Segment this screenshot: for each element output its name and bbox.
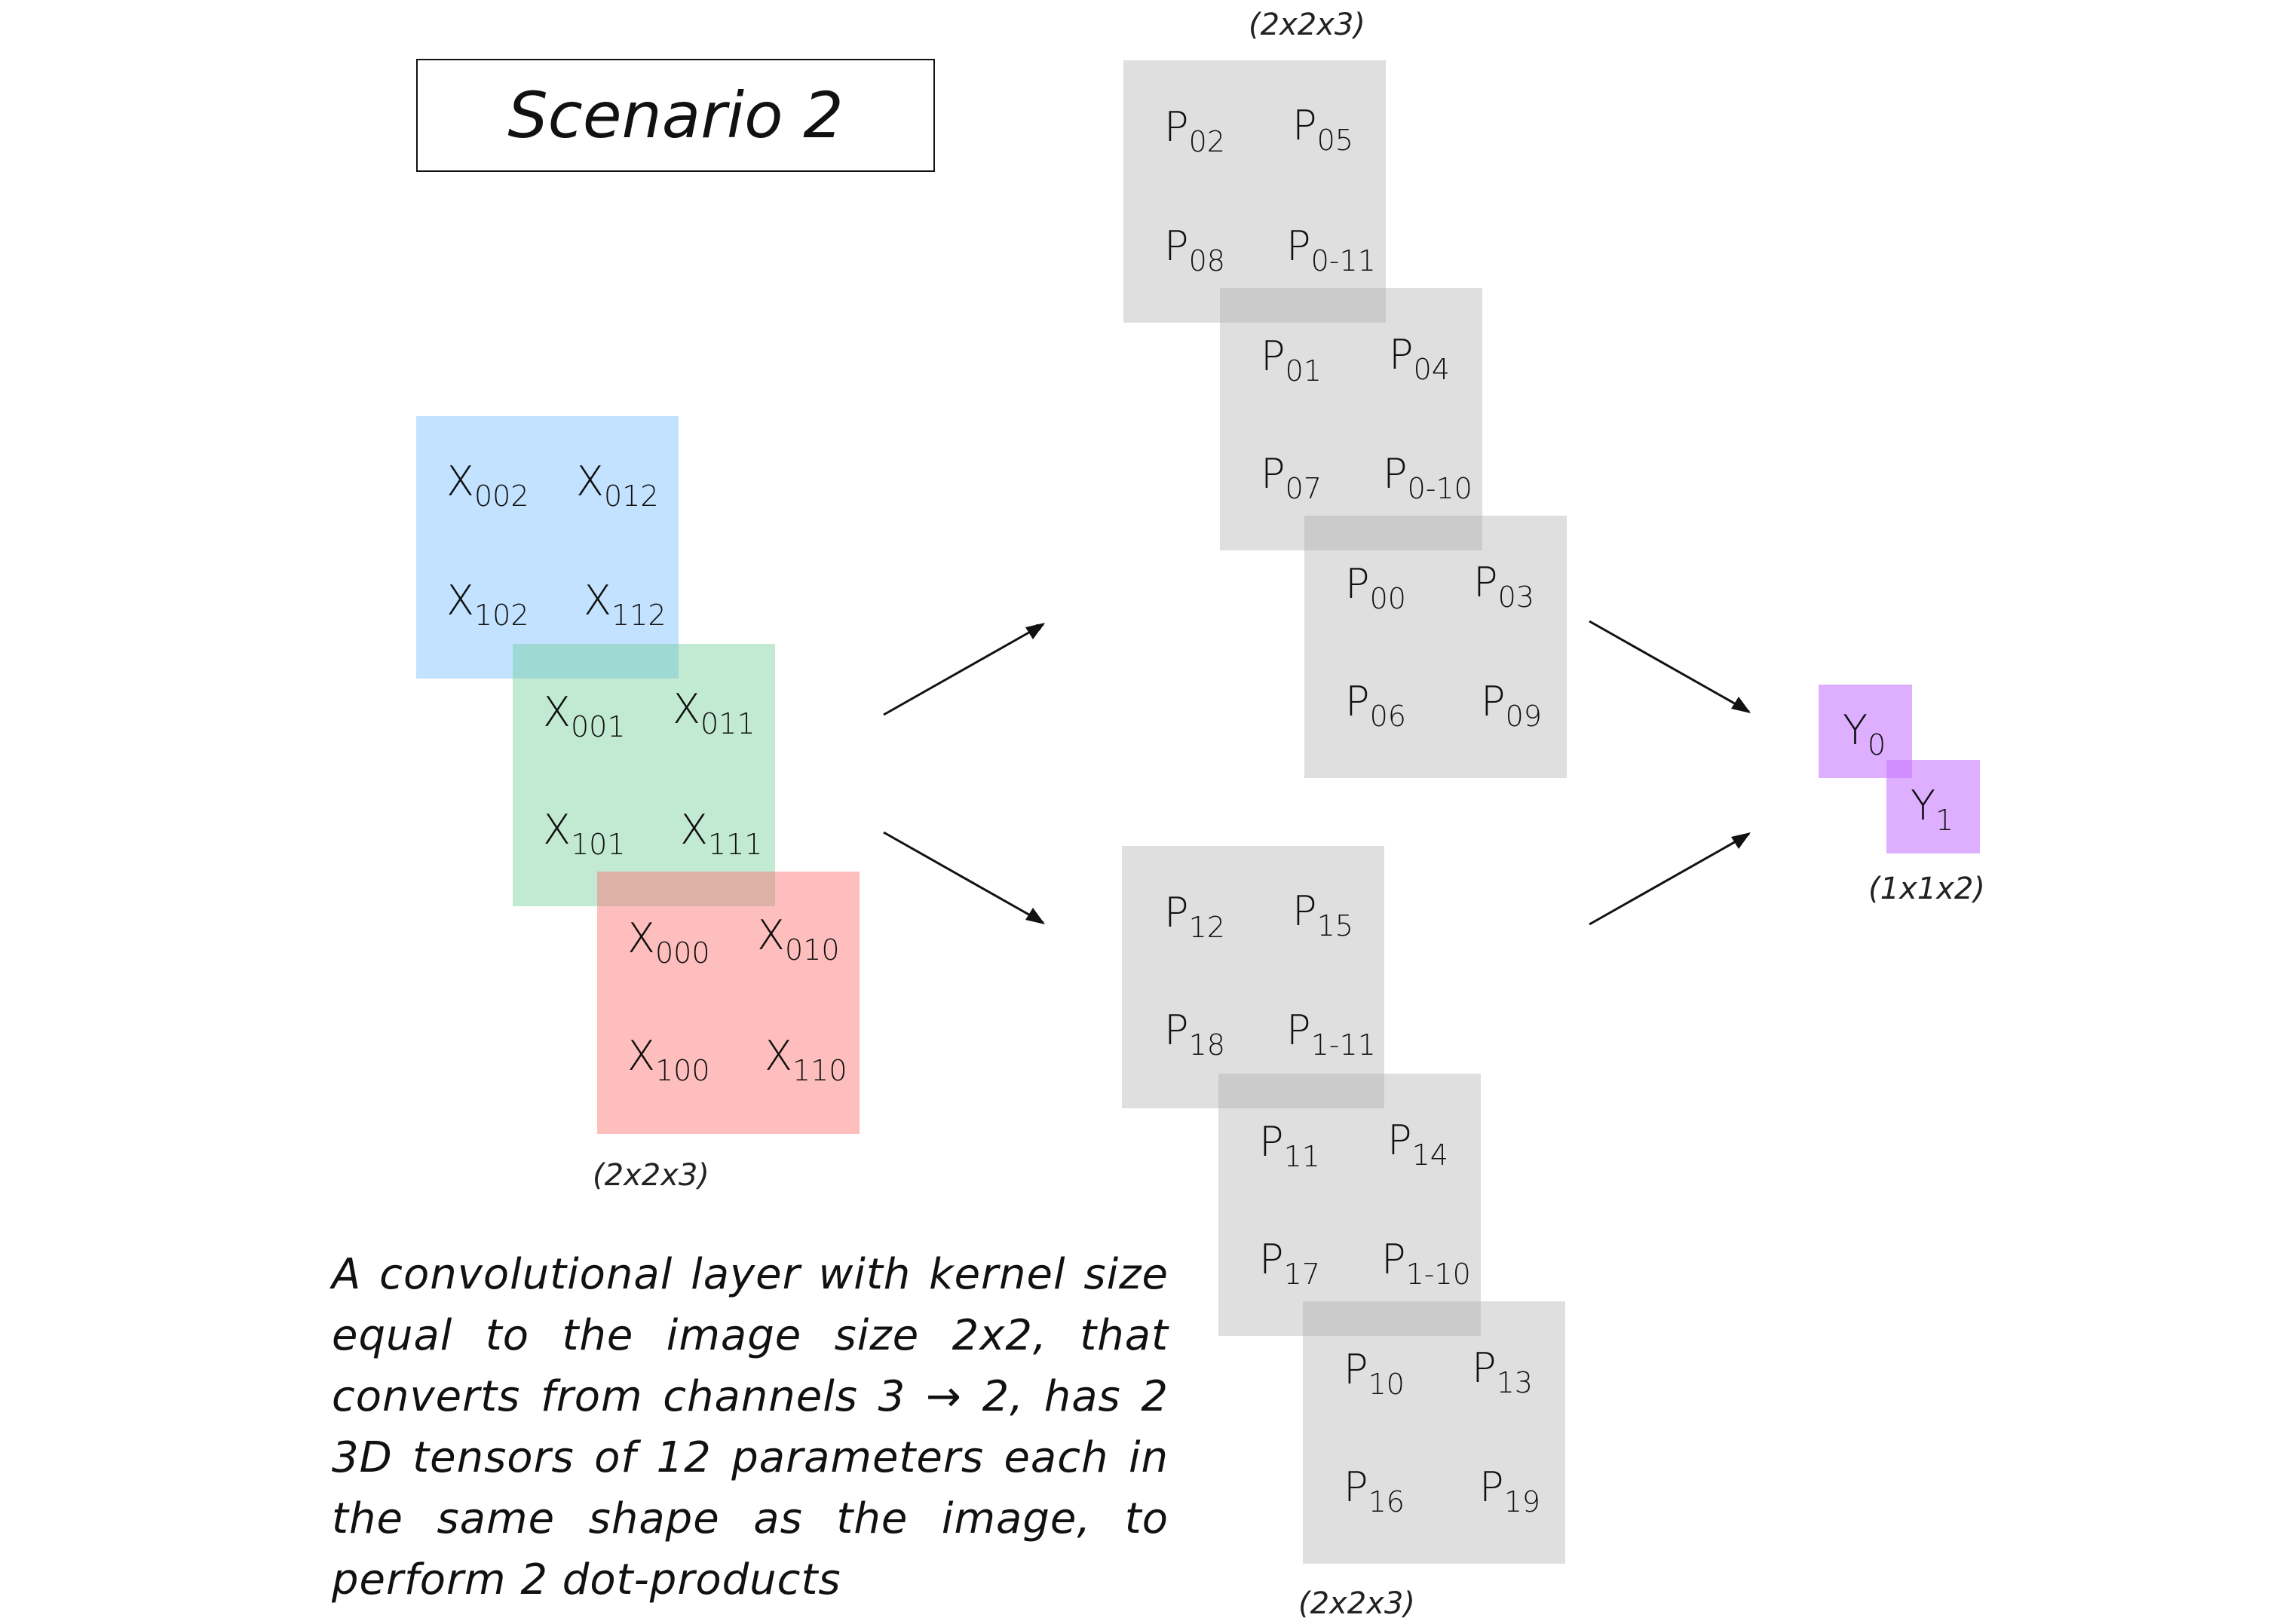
arrowhead: [1731, 697, 1751, 713]
kernel1-layer-mid: [1218, 1074, 1481, 1336]
kernel1-shape-label: (2x2x3): [1298, 1586, 1415, 1621]
kernel0-param: P01: [1261, 332, 1322, 388]
arrow-input-to-kernel0: [883, 623, 1044, 716]
input-channel-0: [597, 872, 860, 1134]
kernel1-param: P16: [1344, 1463, 1405, 1518]
scenario-title: Scenario 2: [507, 78, 844, 152]
scenario-title-box: Scenario 2: [416, 59, 935, 172]
input-shape-label: (2x2x3): [593, 1158, 709, 1193]
input-cell: X110: [765, 1032, 847, 1087]
kernel1-param: P19: [1479, 1463, 1540, 1518]
output-y1-square: [1886, 760, 1980, 853]
kernel0-layer-mid: [1220, 288, 1482, 550]
input-cell: X002: [446, 458, 529, 513]
kernel0-param: P07: [1261, 450, 1322, 505]
kernel0-param: P03: [1473, 559, 1534, 614]
kernel1-layer-front: [1303, 1301, 1565, 1564]
output-value: Y0: [1843, 706, 1886, 761]
arrow-input-to-kernel1: [883, 831, 1044, 924]
kernel0-param: P02: [1164, 103, 1225, 158]
output-shape-label: (1x1x2): [1868, 872, 1985, 906]
input-cell: X000: [627, 915, 710, 970]
kernel0-param: P0-10: [1383, 450, 1472, 505]
kernel1-param: P11: [1259, 1118, 1320, 1173]
kernel0-param: P04: [1389, 331, 1450, 386]
arrow-kernel0-to-output: [1589, 620, 1750, 713]
arrow-kernel1-to-output: [1589, 832, 1750, 926]
input-cell: X112: [584, 577, 667, 632]
kernel1-param: P10: [1344, 1346, 1405, 1401]
kernel0-param: P00: [1345, 560, 1406, 615]
kernel0-layer-front: [1304, 516, 1567, 778]
input-cell: X010: [757, 912, 840, 967]
kernel1-param: P1-10: [1381, 1236, 1471, 1291]
kernel0-param: P0-11: [1286, 222, 1376, 277]
input-cell: X012: [576, 458, 659, 513]
kernel1-param: P14: [1387, 1117, 1448, 1172]
arrowhead: [1025, 908, 1045, 924]
kernel1-param: P17: [1259, 1236, 1320, 1291]
input-cell: X011: [673, 685, 755, 740]
kernel1-layer-back: [1122, 846, 1384, 1108]
input-cell: X111: [680, 806, 763, 861]
output-value: Y1: [1911, 782, 1954, 837]
kernel0-param: P06: [1345, 678, 1406, 733]
input-channel-2: [416, 416, 679, 679]
kernel0-param: P09: [1481, 678, 1542, 733]
kernel0-layer-back: [1123, 60, 1386, 323]
kernel1-param: P15: [1292, 887, 1353, 942]
input-cell: X102: [446, 577, 529, 632]
input-cell: X100: [627, 1032, 710, 1087]
kernel0-param: P05: [1292, 102, 1353, 157]
kernel0-shape-label: (2x2x3): [1249, 8, 1365, 42]
input-cell: X101: [543, 806, 626, 861]
kernel1-param: P18: [1164, 1007, 1225, 1062]
kernel1-param: P13: [1472, 1344, 1533, 1399]
kernel1-param: P1-11: [1286, 1007, 1376, 1062]
input-channel-1: [513, 644, 775, 906]
kernel0-param: P08: [1164, 222, 1225, 277]
arrowhead: [1025, 623, 1045, 639]
arrowhead: [1731, 832, 1751, 849]
kernel1-param: P12: [1164, 889, 1225, 944]
input-cell: X001: [543, 688, 626, 743]
description-text: A convolutional layer with kernel size e…: [332, 1250, 1169, 1604]
